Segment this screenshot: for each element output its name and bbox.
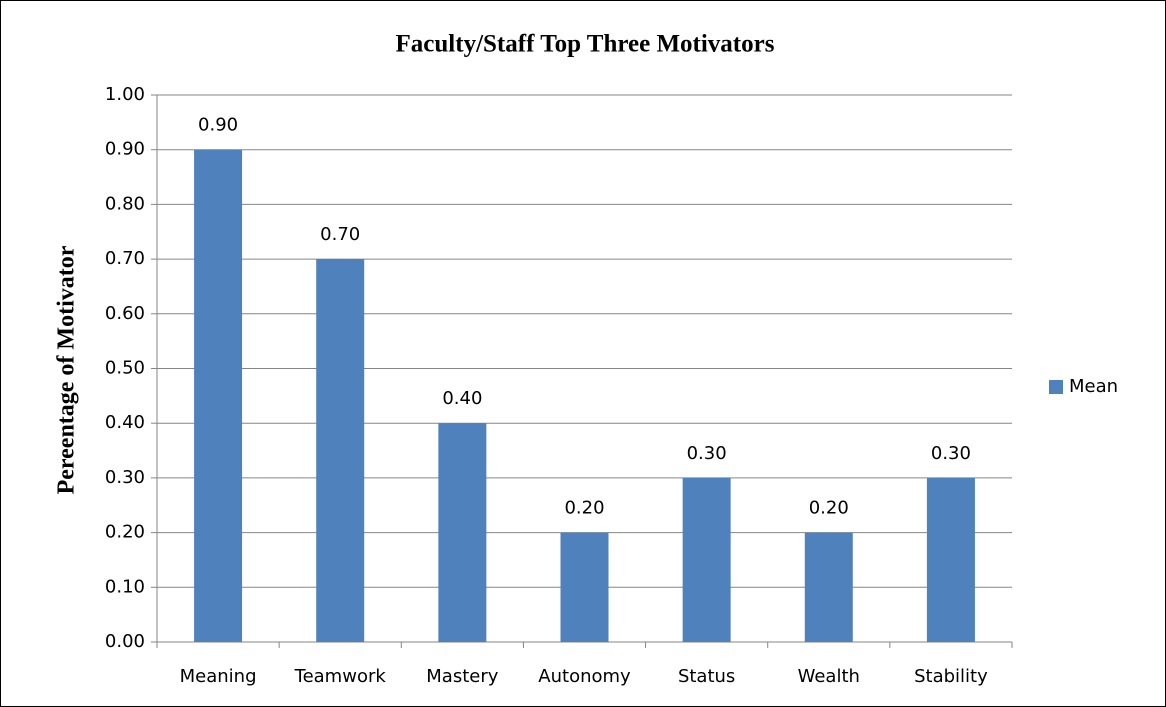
data-label: 0.70 [320, 224, 360, 245]
data-label: 0.20 [809, 498, 849, 519]
data-label: 0.90 [198, 115, 238, 136]
x-tick-label: Autonomy [538, 666, 631, 687]
legend-label: Mean [1069, 376, 1118, 397]
data-label: 0.30 [931, 443, 971, 464]
x-tick-label: Teamwork [294, 666, 387, 687]
x-tick-label: Stability [914, 666, 988, 687]
y-axis-label: Pereentage of Motivator [54, 245, 80, 494]
x-tick-label: Meaning [180, 666, 257, 687]
bar [438, 423, 487, 642]
y-tick-label: 0.30 [105, 467, 145, 488]
bar [560, 532, 609, 642]
chart-title: Faculty/Staff Top Three Motivators [396, 31, 775, 58]
y-tick-label: 1.00 [105, 84, 145, 105]
y-tick-label: 0.50 [105, 358, 145, 379]
y-tick-label: 0.90 [105, 139, 145, 160]
y-tick-label: 0.70 [105, 248, 145, 269]
data-label: 0.40 [442, 388, 482, 409]
y-tick-label: 0.40 [105, 412, 145, 433]
y-tick-label: 0.10 [105, 576, 145, 597]
x-tick-label: Wealth [798, 666, 860, 687]
x-tick-label: Mastery [426, 666, 498, 687]
bar [316, 259, 365, 642]
y-tick-label: 0.20 [105, 522, 145, 543]
x-tick-label: Status [678, 666, 735, 687]
bar [804, 532, 853, 642]
bar [926, 477, 975, 642]
bar [682, 477, 731, 642]
y-tick-label: 0.60 [105, 303, 145, 324]
legend-swatch [1049, 380, 1063, 394]
data-label: 0.30 [687, 443, 727, 464]
y-tick-label: 0.00 [105, 631, 145, 652]
data-label: 0.20 [564, 498, 604, 519]
y-tick-label: 0.80 [105, 193, 145, 214]
bar [194, 149, 243, 642]
